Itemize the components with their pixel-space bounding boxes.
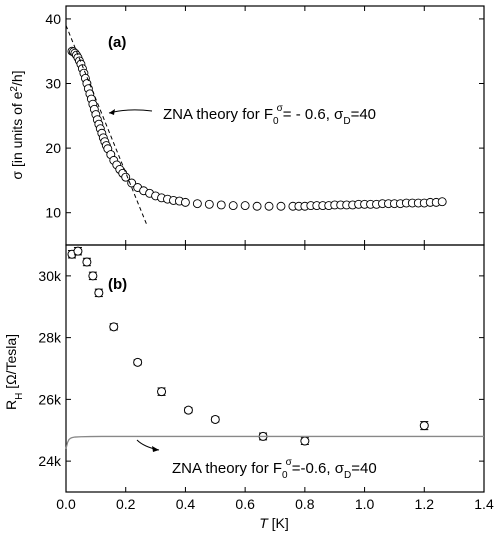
annot-a-end: =40 (351, 106, 376, 123)
xtick-label: 0.0 (56, 496, 76, 512)
panel-b-ytick-label: 28k (38, 330, 62, 346)
panel-a-data-point (264, 201, 274, 211)
x-axis-title-italic: T (259, 515, 269, 531)
panel-a-data-point (437, 197, 447, 207)
panel-a-ytick-label: 30 (45, 76, 61, 92)
annot-a-sup: σ (277, 103, 284, 114)
panel-b-ytick-label: 24k (38, 453, 62, 469)
annot-a-main: ZNA theory for F (163, 106, 273, 123)
panel-a-ytick-label: 20 (45, 140, 61, 156)
panel-a-ylabel-sup: 2 (9, 86, 20, 92)
x-axis-title: T [K] (259, 515, 289, 531)
xtick-label: 0.8 (295, 496, 315, 512)
xtick-label: 1.0 (355, 496, 375, 512)
panel-a-ytick-label: 10 (45, 205, 61, 221)
panel-a-label: (a) (108, 34, 126, 51)
annot-a-mid: = - 0.6, σ (283, 106, 344, 123)
panel-a-data-point (216, 200, 226, 210)
panel-a-ylabel-main: σ [in units of e (9, 91, 25, 179)
panel-a-ylabel-end: /h] (9, 70, 25, 86)
x-axis-title-end: [K] (268, 515, 289, 531)
panel-a-annotation: ZNA theory for F0 σ= - 0.6, σD=40 (163, 103, 376, 127)
panel-a-data-point (127, 178, 137, 188)
panel-a-data-point (228, 201, 238, 211)
annot-a-subD: D (343, 116, 350, 127)
panel-b-ytick-label: 26k (38, 391, 62, 407)
panel-b-data-point (133, 357, 143, 367)
xtick-label: 0.6 (235, 496, 255, 512)
panel-b-theory-line (65, 435, 484, 449)
panel-a-data-point (252, 201, 262, 211)
panel-b-data-point (210, 414, 220, 424)
panel-b-ytick-label: 30k (38, 268, 62, 284)
panel-b-frame (65, 244, 485, 493)
panel-b-data-point (94, 288, 104, 298)
xtick-label: 1.2 (415, 496, 435, 512)
panel-b-data-point (300, 436, 310, 446)
panel-b-ylabel-main: R (3, 400, 19, 410)
annot-b-mid: =-0.6, σ (292, 460, 345, 477)
panel-a-data-point (121, 172, 131, 182)
annot-b-main: ZNA theory for F (172, 460, 282, 477)
panel-b-data-point (183, 405, 193, 415)
xtick-label: 0.4 (176, 496, 196, 512)
panel-a-data-point (276, 201, 286, 211)
panel-b-annotation-arrow (136, 439, 160, 452)
panel-b-data-point (88, 271, 98, 281)
annot-b-subD: D (344, 470, 351, 481)
panel-a-data-point (180, 197, 190, 207)
panel-b-ylabel: RH [Ω/Tesla] (3, 334, 25, 410)
panel-a-ylabel: σ [in units of e2/h] (9, 70, 26, 179)
panel-b-label: (b) (108, 276, 127, 293)
panel-b-data-point (109, 322, 119, 332)
panel-b-ylabel-end: [Ω/Tesla] (3, 334, 19, 393)
panel-b-annotation: ZNA theory for F0 σ=-0.6, σD=40 (172, 457, 377, 481)
panel-a-data-point (192, 199, 202, 209)
ticks-layer: 10 20 30 40 24k 26k 28k 30k 0.0 0.2 0.4 0.6 0.8 1.0 1.… (38, 6, 494, 512)
panel-b-data-point (419, 421, 429, 431)
panel-a-annotation-arrow (108, 109, 153, 115)
panel-a-data-point (240, 201, 250, 211)
panel-b-data-point (82, 257, 92, 267)
marks-layer (65, 25, 484, 449)
panel-b-data-point (73, 246, 83, 256)
annot-b-end: =40 (351, 460, 376, 477)
annot-a-sub0: 0 (273, 116, 279, 127)
panel-a-ytick-label: 40 (45, 11, 61, 27)
xtick-label: 1.4 (474, 496, 494, 512)
panel-b-data-point (157, 387, 167, 397)
annot-b-sub0: 0 (282, 470, 288, 481)
panel-a-theory-dashed-line (65, 25, 148, 225)
panel-b-ylabel-sub: H (14, 393, 25, 400)
panel-a-data-point (204, 199, 214, 209)
annot-b-sup: σ (286, 457, 293, 468)
xtick-label: 0.2 (116, 496, 136, 512)
